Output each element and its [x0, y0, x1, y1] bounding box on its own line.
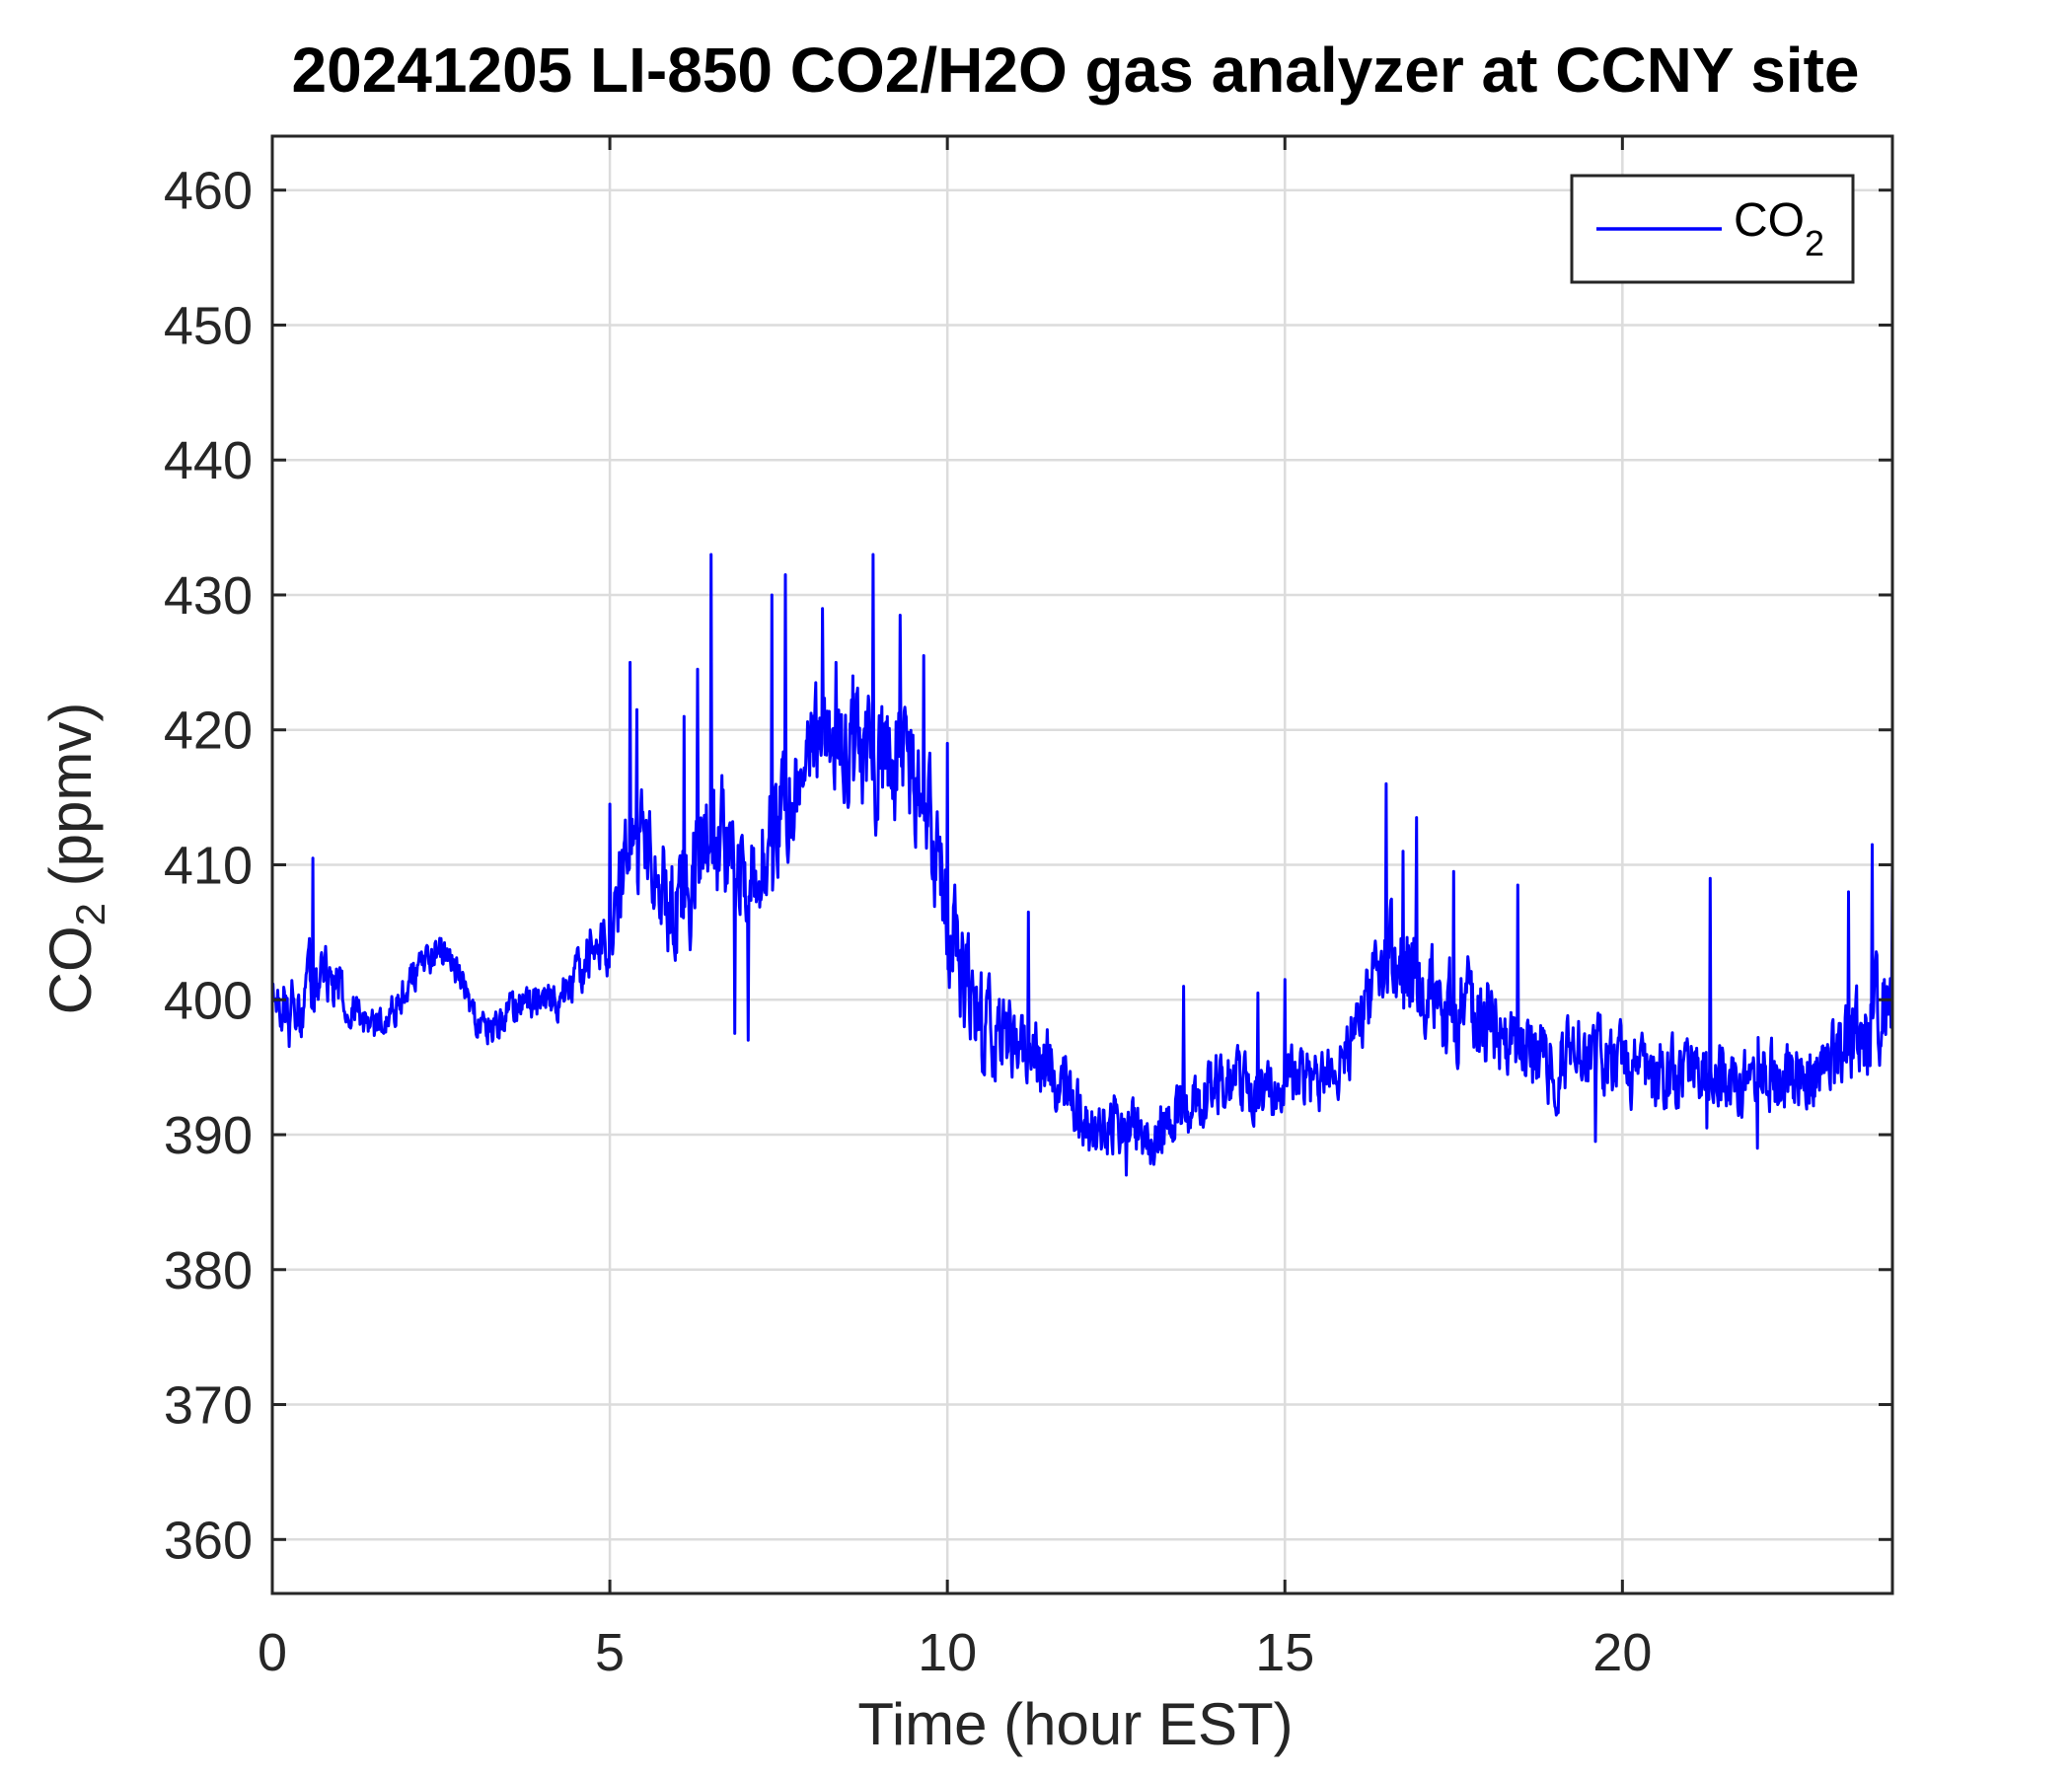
x-tick-label: 10 [918, 1623, 977, 1682]
y-tick-label: 440 [164, 431, 253, 490]
x-tick-label: 0 [258, 1623, 287, 1682]
plot-area [270, 553, 1894, 1177]
y-axis-label-units: (ppmv) [37, 703, 104, 903]
y-tick-label: 390 [164, 1106, 253, 1165]
legend-label-subscript: 2 [1805, 223, 1824, 263]
legend-entry-co2: CO2 [1734, 194, 1824, 263]
gridlines [272, 136, 1892, 1593]
y-tick-label: 460 [164, 162, 253, 221]
x-axis-ticks: 0 5 10 15 20 [258, 136, 1652, 1682]
chart-title: 20241205 LI-850 CO2/H2O gas analyzer at … [292, 35, 1860, 106]
x-tick-label: 15 [1255, 1623, 1314, 1682]
y-tick-label: 410 [164, 837, 253, 896]
y-tick-label: 360 [164, 1511, 253, 1570]
legend-label-main: CO [1734, 194, 1805, 247]
y-axis-label-subscript: 2 [67, 903, 113, 925]
co2-series-line [270, 553, 1894, 1177]
y-axis-ticks: 360 370 380 390 400 410 420 430 440 450 460 [164, 162, 1892, 1570]
y-axis-label: CO2 (ppmv) [37, 703, 113, 1015]
x-tick-label: 5 [595, 1623, 625, 1682]
y-tick-label: 380 [164, 1241, 253, 1300]
y-tick-label: 370 [164, 1376, 253, 1436]
y-tick-label: 450 [164, 296, 253, 355]
y-tick-label: 430 [164, 566, 253, 626]
y-tick-label: 420 [164, 702, 253, 761]
y-axis-label-main: CO [37, 925, 104, 1014]
legend: CO2 [1570, 174, 1855, 284]
x-axis-label: Time (hour EST) [857, 1691, 1293, 1757]
x-tick-label: 20 [1592, 1623, 1652, 1682]
y-tick-label: 400 [164, 971, 253, 1030]
